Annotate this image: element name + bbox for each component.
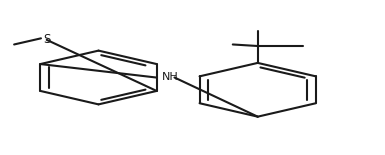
Text: NH: NH xyxy=(162,73,179,82)
Text: S: S xyxy=(43,33,50,46)
